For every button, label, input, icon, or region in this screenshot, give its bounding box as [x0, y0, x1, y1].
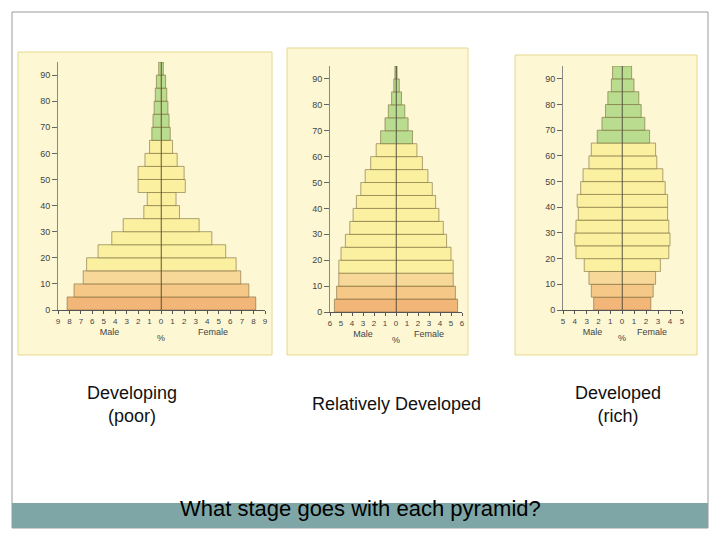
- svg-text:70: 70: [312, 126, 322, 136]
- svg-text:70: 70: [545, 125, 555, 135]
- svg-text:80: 80: [40, 96, 50, 106]
- svg-text:Developed(rich): Developed(rich): [575, 383, 661, 426]
- svg-text:2: 2: [372, 319, 377, 328]
- svg-text:9: 9: [56, 317, 61, 326]
- svg-text:90: 90: [312, 74, 322, 84]
- svg-text:60: 60: [545, 151, 555, 161]
- svg-text:4: 4: [573, 317, 578, 326]
- svg-text:4: 4: [438, 319, 443, 328]
- svg-text:20: 20: [40, 253, 50, 263]
- svg-text:9: 9: [263, 317, 268, 326]
- svg-text:Relatively Developed: Relatively Developed: [312, 394, 481, 414]
- svg-text:10: 10: [545, 279, 555, 289]
- svg-text:20: 20: [545, 254, 555, 264]
- svg-text:1: 1: [405, 319, 410, 328]
- svg-text:10: 10: [40, 279, 50, 289]
- svg-text:20: 20: [312, 255, 322, 265]
- svg-text:7: 7: [240, 317, 245, 326]
- svg-text:Male: Male: [353, 329, 373, 339]
- svg-text:8: 8: [251, 317, 256, 326]
- svg-text:7: 7: [79, 317, 84, 326]
- svg-text:60: 60: [40, 149, 50, 159]
- svg-text:Developing(poor): Developing(poor): [87, 383, 177, 426]
- svg-text:40: 40: [40, 201, 50, 211]
- svg-text:50: 50: [312, 178, 322, 188]
- svg-text:%: %: [392, 335, 400, 345]
- svg-text:3: 3: [584, 317, 589, 326]
- svg-text:3: 3: [124, 317, 129, 326]
- svg-text:10: 10: [312, 281, 322, 291]
- svg-text:%: %: [157, 333, 165, 343]
- svg-text:8: 8: [67, 317, 72, 326]
- svg-text:2: 2: [182, 317, 187, 326]
- svg-text:4: 4: [350, 319, 355, 328]
- svg-text:40: 40: [312, 204, 322, 214]
- svg-text:0: 0: [394, 319, 399, 328]
- svg-text:5: 5: [217, 317, 222, 326]
- svg-text:30: 30: [545, 228, 555, 238]
- svg-text:80: 80: [545, 100, 555, 110]
- svg-text:50: 50: [40, 175, 50, 185]
- svg-text:0: 0: [550, 305, 555, 315]
- svg-text:2: 2: [416, 319, 421, 328]
- svg-text:What stage goes with each pyra: What stage goes with each pyramid?: [180, 496, 541, 521]
- svg-text:70: 70: [40, 122, 50, 132]
- svg-text:3: 3: [193, 317, 198, 326]
- svg-text:30: 30: [40, 227, 50, 237]
- svg-text:2: 2: [596, 317, 601, 326]
- svg-text:5: 5: [680, 317, 685, 326]
- svg-text:5: 5: [449, 319, 454, 328]
- svg-text:80: 80: [312, 100, 322, 110]
- svg-text:0: 0: [620, 317, 625, 326]
- svg-text:Male: Male: [100, 327, 120, 337]
- svg-text:4: 4: [113, 317, 118, 326]
- svg-text:50: 50: [545, 177, 555, 187]
- svg-text:90: 90: [545, 74, 555, 84]
- svg-text:6: 6: [328, 319, 333, 328]
- svg-text:1: 1: [632, 317, 637, 326]
- svg-text:Female: Female: [198, 327, 228, 337]
- svg-text:Female: Female: [637, 327, 667, 337]
- svg-text:6: 6: [228, 317, 233, 326]
- svg-text:0: 0: [159, 317, 164, 326]
- svg-text:1: 1: [608, 317, 613, 326]
- svg-text:60: 60: [312, 152, 322, 162]
- svg-text:3: 3: [427, 319, 432, 328]
- svg-text:30: 30: [312, 229, 322, 239]
- svg-text:40: 40: [545, 202, 555, 212]
- svg-text:0: 0: [317, 307, 322, 317]
- svg-text:%: %: [618, 333, 626, 343]
- svg-text:6: 6: [90, 317, 95, 326]
- svg-text:5: 5: [561, 317, 566, 326]
- svg-text:Female: Female: [414, 329, 444, 339]
- svg-text:1: 1: [383, 319, 388, 328]
- svg-text:2: 2: [136, 317, 141, 326]
- svg-text:5: 5: [339, 319, 344, 328]
- svg-text:1: 1: [170, 317, 175, 326]
- svg-text:6: 6: [460, 319, 465, 328]
- svg-text:4: 4: [668, 317, 673, 326]
- svg-text:3: 3: [361, 319, 366, 328]
- svg-text:0: 0: [45, 305, 50, 315]
- svg-text:Male: Male: [583, 327, 603, 337]
- svg-text:5: 5: [102, 317, 107, 326]
- svg-text:4: 4: [205, 317, 210, 326]
- svg-text:2: 2: [644, 317, 649, 326]
- svg-text:1: 1: [147, 317, 152, 326]
- svg-text:3: 3: [656, 317, 661, 326]
- svg-text:90: 90: [40, 70, 50, 80]
